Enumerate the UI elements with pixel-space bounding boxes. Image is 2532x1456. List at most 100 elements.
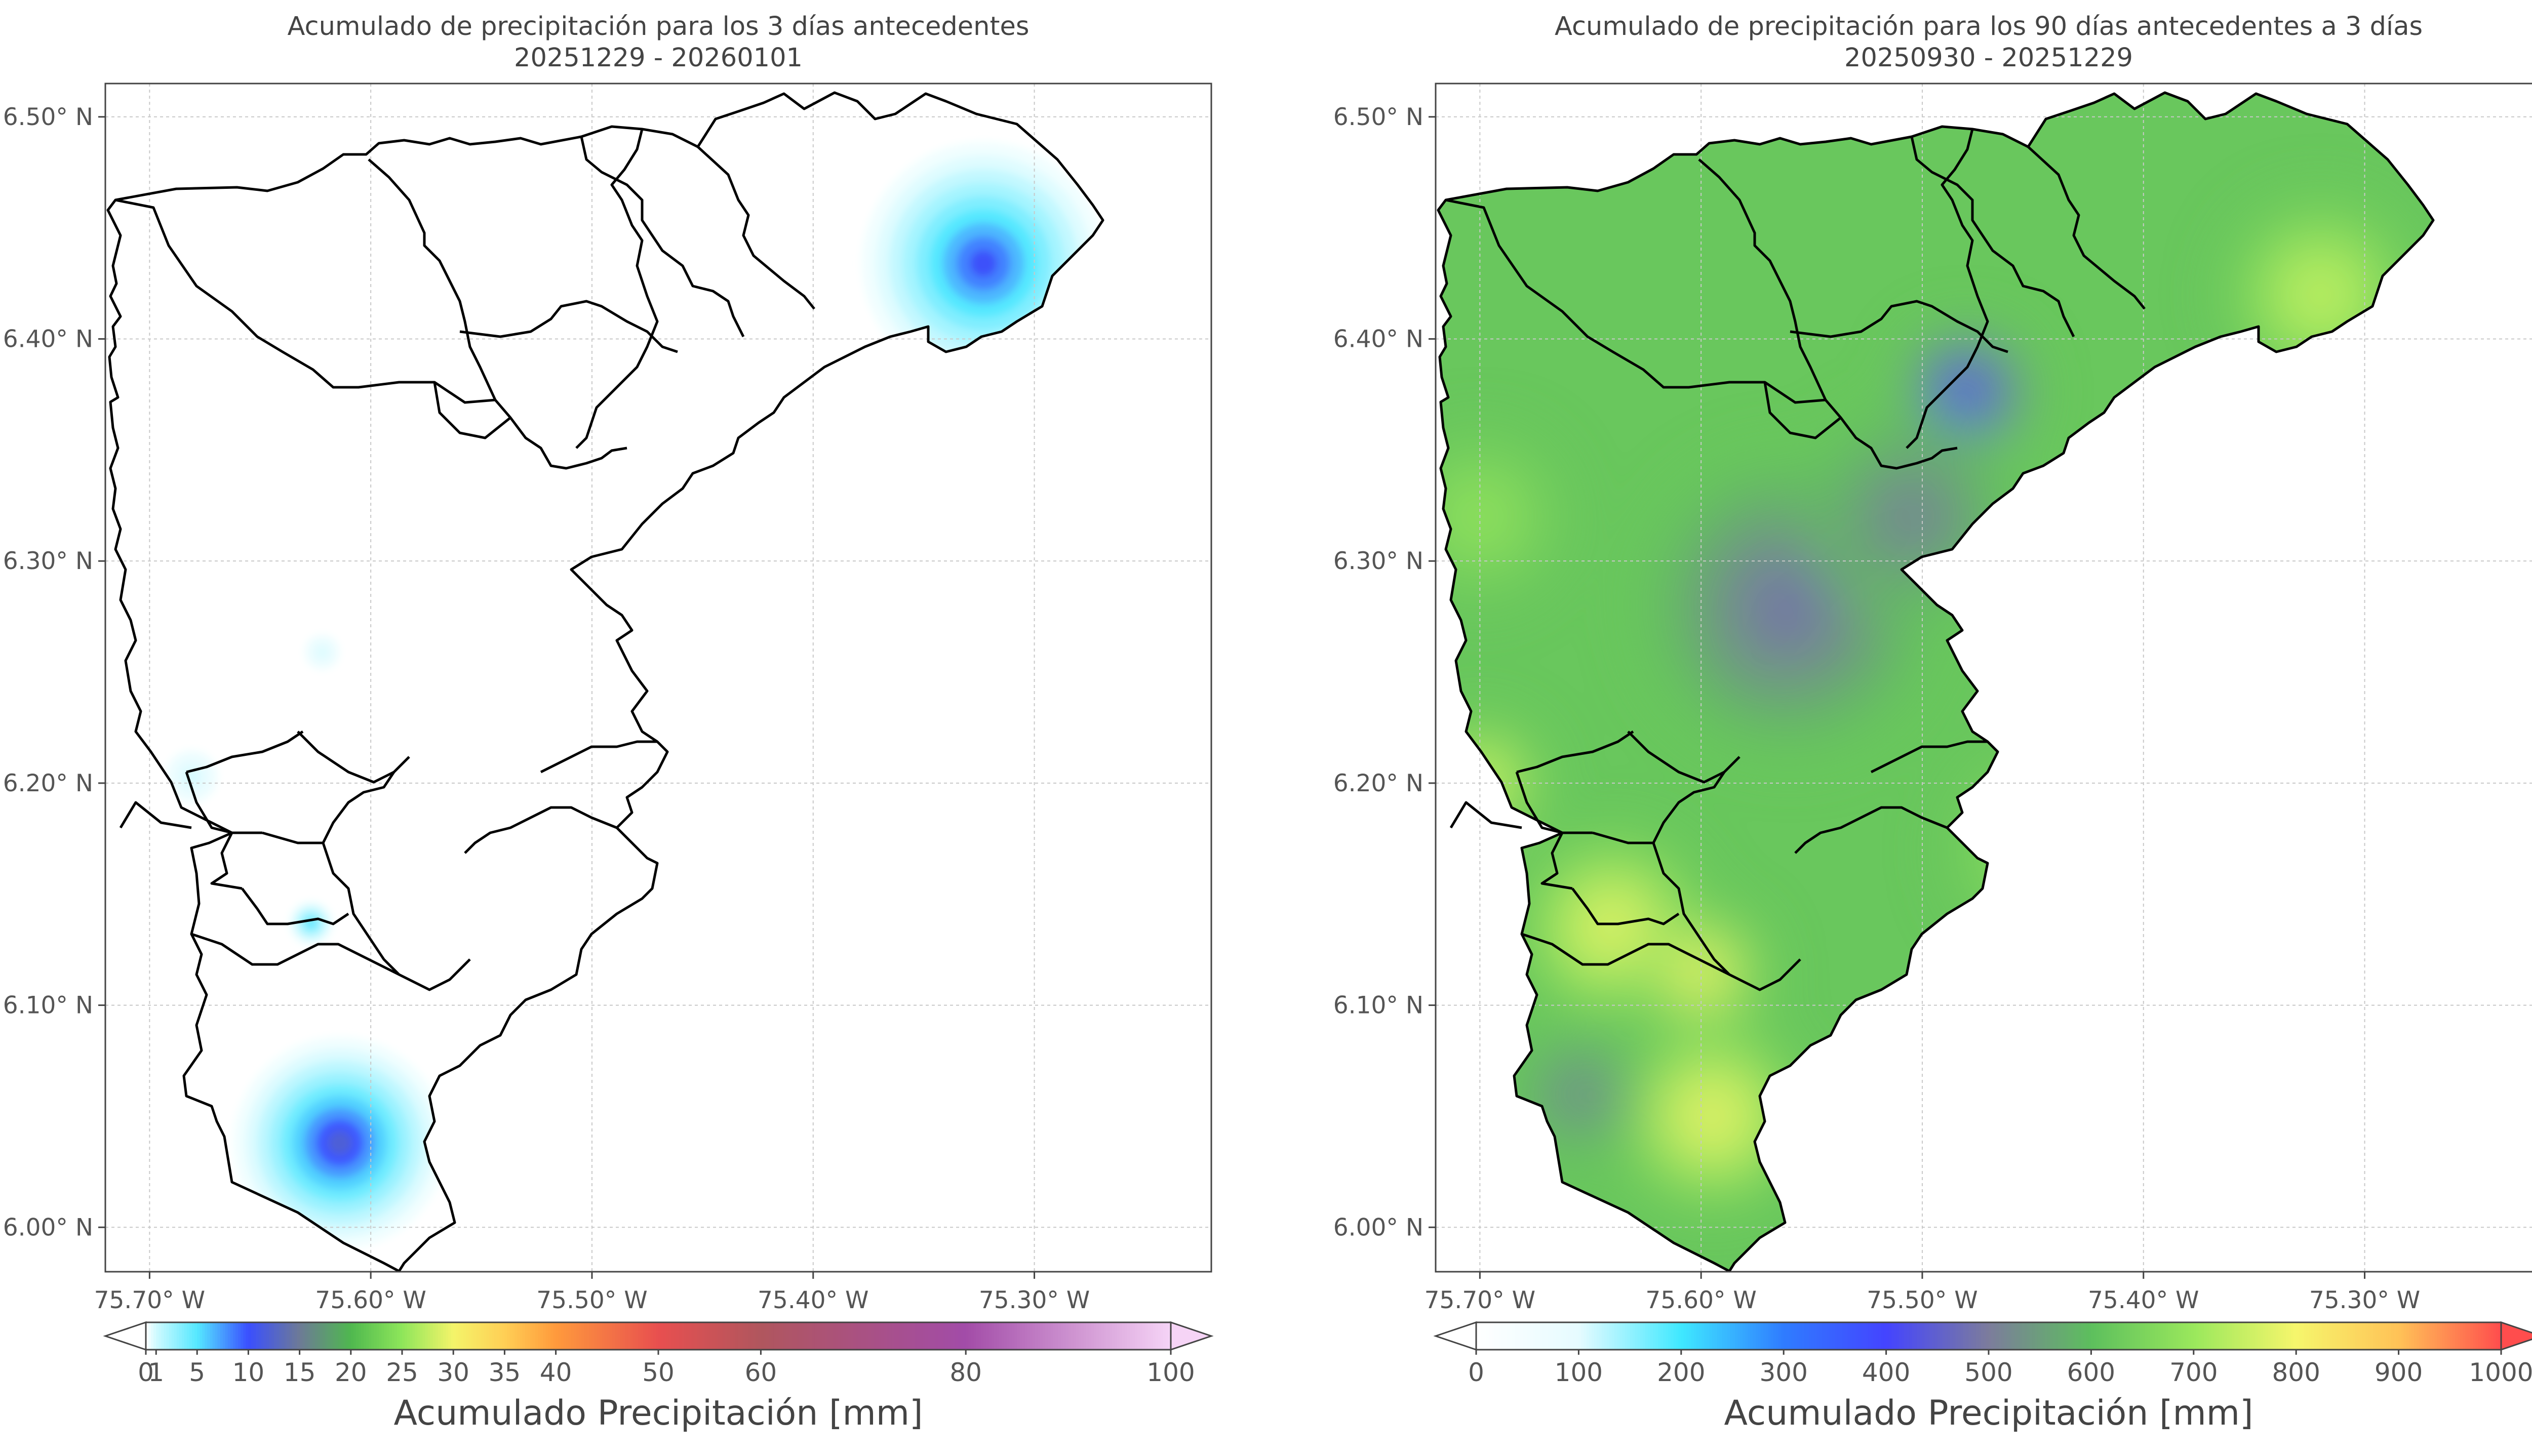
colorbar-swatch bbox=[2314, 1322, 2317, 1350]
colorbar-swatch bbox=[1717, 1322, 1720, 1350]
colorbar-swatch bbox=[904, 1322, 907, 1350]
colorbar-swatch bbox=[527, 1322, 531, 1350]
colorbar-swatch bbox=[202, 1322, 206, 1350]
colorbar-swatch bbox=[830, 1322, 834, 1350]
colorbar-swatch bbox=[597, 1322, 600, 1350]
colorbar-swatch bbox=[2388, 1322, 2392, 1350]
colorbar-swatch bbox=[1837, 1322, 1841, 1350]
colorbar-tick-label: 900 bbox=[2375, 1358, 2423, 1387]
colorbar-swatch bbox=[1037, 1322, 1041, 1350]
hotspot-ring bbox=[2309, 283, 2332, 306]
colorbar-swatch bbox=[766, 1322, 769, 1350]
colorbar-swatch bbox=[1699, 1322, 1703, 1350]
colorbar-swatch bbox=[1542, 1322, 1546, 1350]
hotspot-ring bbox=[1898, 504, 1924, 529]
colorbar-swatch bbox=[1873, 1322, 1877, 1350]
colorbar-swatch bbox=[2332, 1322, 2336, 1350]
colorbar-swatch bbox=[1068, 1322, 1072, 1350]
colorbar-swatch bbox=[850, 1322, 854, 1350]
colorbar-swatch bbox=[612, 1322, 615, 1350]
colorbar-swatch bbox=[1857, 1322, 1861, 1350]
colorbar-swatch bbox=[827, 1322, 831, 1350]
colorbar-swatch bbox=[2475, 1322, 2479, 1350]
colorbar-swatch bbox=[1919, 1322, 1923, 1350]
colorbar-swatch bbox=[2124, 1322, 2128, 1350]
colorbar-swatch bbox=[1960, 1322, 1964, 1350]
colorbar-swatch bbox=[994, 1322, 997, 1350]
colorbar-swatch bbox=[1522, 1322, 1526, 1350]
colorbar-swatch bbox=[1114, 1322, 1118, 1350]
colorbar-swatch bbox=[2396, 1322, 2399, 1350]
colorbar-swatch bbox=[1763, 1322, 1766, 1350]
colorbar-swatch bbox=[548, 1322, 551, 1350]
colorbar-swatch bbox=[2081, 1322, 2084, 1350]
colorbar-swatch bbox=[2373, 1322, 2377, 1350]
colorbar-swatch bbox=[2352, 1322, 2356, 1350]
colorbar-swatch bbox=[748, 1322, 751, 1350]
colorbar-swatch bbox=[1991, 1322, 1995, 1350]
colorbar-swatch bbox=[2362, 1322, 2366, 1350]
colorbar-swatch bbox=[927, 1322, 931, 1350]
colorbar-swatch bbox=[2191, 1322, 2194, 1350]
y-tick-label: 6.40° N bbox=[3, 325, 93, 353]
hotspot-ring bbox=[1572, 1086, 1587, 1102]
colorbar-swatch bbox=[2093, 1322, 2097, 1350]
colorbar-swatch bbox=[2478, 1322, 2481, 1350]
colorbar-swatch bbox=[2301, 1322, 2305, 1350]
colorbar-swatch bbox=[2232, 1322, 2235, 1350]
colorbar-swatch bbox=[696, 1322, 700, 1350]
colorbar-swatch bbox=[2101, 1322, 2105, 1350]
colorbar-swatch bbox=[2073, 1322, 2077, 1350]
colorbar-swatch bbox=[802, 1322, 805, 1350]
colorbar-swatch bbox=[2160, 1322, 2164, 1350]
colorbar-swatch bbox=[2316, 1322, 2320, 1350]
colorbar-swatch bbox=[1871, 1322, 1874, 1350]
colorbar-swatch bbox=[1545, 1322, 1549, 1350]
colorbar-swatch bbox=[200, 1322, 203, 1350]
colorbar-swatch bbox=[440, 1322, 444, 1350]
colorbar-swatch bbox=[507, 1322, 510, 1350]
colorbar-swatch bbox=[2088, 1322, 2092, 1350]
municipality-border bbox=[580, 136, 745, 338]
colorbar-swatch bbox=[2263, 1322, 2266, 1350]
colorbar-tick-label: 5 bbox=[189, 1358, 205, 1387]
colorbar-swatch bbox=[1876, 1322, 1879, 1350]
colorbar-swatch bbox=[335, 1322, 339, 1350]
colorbar-swatch bbox=[1607, 1322, 1610, 1350]
precip-hotspot bbox=[1612, 1017, 1812, 1216]
colorbar-swatch bbox=[1753, 1322, 1756, 1350]
colorbar-swatch bbox=[1532, 1322, 1536, 1350]
colorbar-swatch bbox=[658, 1322, 662, 1350]
municipality-border bbox=[540, 740, 657, 774]
colorbar-swatch bbox=[1888, 1322, 1892, 1350]
colorbar-swatch bbox=[1940, 1322, 1943, 1350]
colorbar-swatch bbox=[371, 1322, 375, 1350]
colorbar-swatch bbox=[2157, 1322, 2161, 1350]
map-plot-area bbox=[1435, 83, 2532, 1273]
colorbar-swatch bbox=[1512, 1322, 1515, 1350]
field-anomalies bbox=[1438, 195, 2420, 1216]
colorbar-swatch bbox=[1676, 1322, 1679, 1350]
colorbar-swatch bbox=[1148, 1322, 1151, 1350]
colorbar-swatch bbox=[822, 1322, 825, 1350]
colorbar-tick-label: 30 bbox=[437, 1358, 469, 1387]
municipality-border bbox=[1521, 933, 1730, 976]
colorbar-swatch bbox=[1973, 1322, 1976, 1350]
colorbar-swatch bbox=[417, 1322, 421, 1350]
colorbar-swatch bbox=[330, 1322, 334, 1350]
colorbar-swatch bbox=[1842, 1322, 1846, 1350]
colorbar-swatch bbox=[353, 1322, 357, 1350]
colorbar-swatch bbox=[1625, 1322, 1628, 1350]
municipality-border bbox=[210, 832, 243, 890]
colorbar-swatch bbox=[640, 1322, 644, 1350]
y-tick-label: 6.30° N bbox=[3, 547, 93, 575]
colorbar-swatch bbox=[840, 1322, 844, 1350]
colorbar-swatch bbox=[517, 1322, 521, 1350]
plot-frame bbox=[1435, 83, 2532, 1273]
colorbar-swatch bbox=[169, 1322, 172, 1350]
colorbar-swatch bbox=[1563, 1322, 1567, 1350]
colorbar-swatch bbox=[1688, 1322, 1692, 1350]
colorbar-swatch bbox=[1650, 1322, 1654, 1350]
colorbar-swatch bbox=[553, 1322, 557, 1350]
colorbar-swatch bbox=[1122, 1322, 1125, 1350]
